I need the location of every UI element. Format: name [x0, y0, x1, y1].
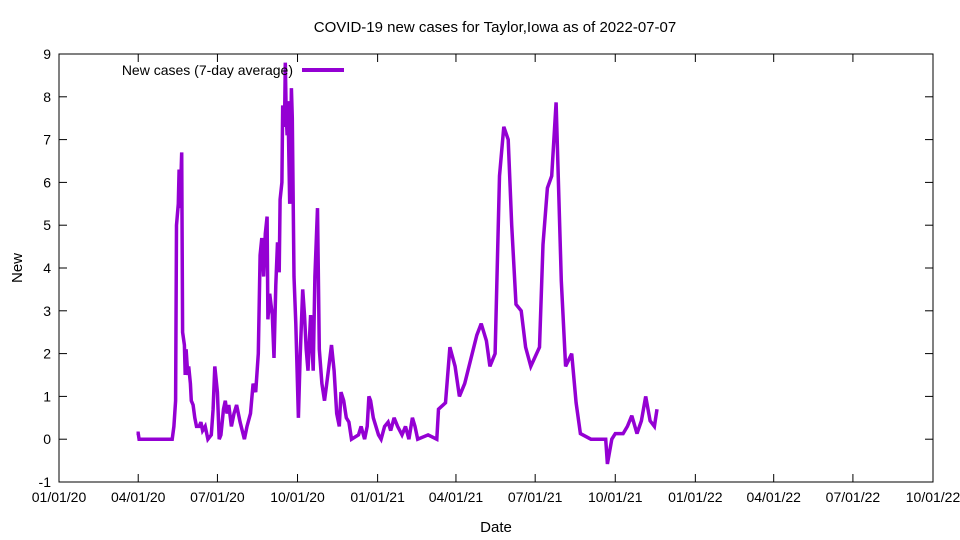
y-tick-label: 3 [43, 303, 51, 319]
legend: New cases (7-day average) [122, 62, 344, 78]
y-tick-label: 5 [43, 217, 51, 233]
x-tick-label: 10/01/20 [270, 489, 325, 505]
x-tick-label: 01/01/21 [350, 489, 405, 505]
legend-label: New cases (7-day average) [122, 62, 293, 78]
x-tick-label: 10/01/22 [906, 489, 960, 505]
x-axis-label: Date [480, 519, 512, 536]
x-tick-label: 07/01/22 [826, 489, 881, 505]
y-tick-label: 9 [43, 46, 51, 62]
x-tick-label: 01/01/20 [32, 489, 87, 505]
y-tick-label: 6 [43, 174, 51, 190]
y-tick-label: -1 [39, 474, 52, 490]
y-tick-label: 2 [43, 346, 51, 362]
y-tick-label: 8 [43, 89, 51, 105]
chart-title: COVID-19 new cases for Taylor,Iowa as of… [314, 19, 676, 36]
x-axis: 01/01/20 04/01/20 07/01/20 10/01/20 01/01/21… [32, 54, 960, 505]
y-axis-label: New [9, 253, 26, 283]
series-layer [136, 62, 659, 465]
x-tick-label: 07/01/21 [508, 489, 563, 505]
y-tick-label: 7 [43, 132, 51, 148]
y-tick-label: 1 [43, 388, 51, 404]
y-tick-label: 4 [43, 260, 51, 276]
y-tick-label: 0 [43, 431, 51, 447]
y-axis: -1 0 1 2 3 4 5 6 7 8 9 [39, 46, 933, 490]
plot-frame [58, 53, 934, 483]
x-tick-label: 07/01/20 [190, 489, 245, 505]
x-tick-label: 04/01/22 [746, 489, 801, 505]
x-tick-label: 04/01/20 [111, 489, 166, 505]
x-tick-label: 01/01/22 [668, 489, 723, 505]
series-line-0 [136, 62, 659, 465]
x-tick-label: 04/01/21 [429, 489, 484, 505]
x-tick-label: 10/01/21 [588, 489, 643, 505]
